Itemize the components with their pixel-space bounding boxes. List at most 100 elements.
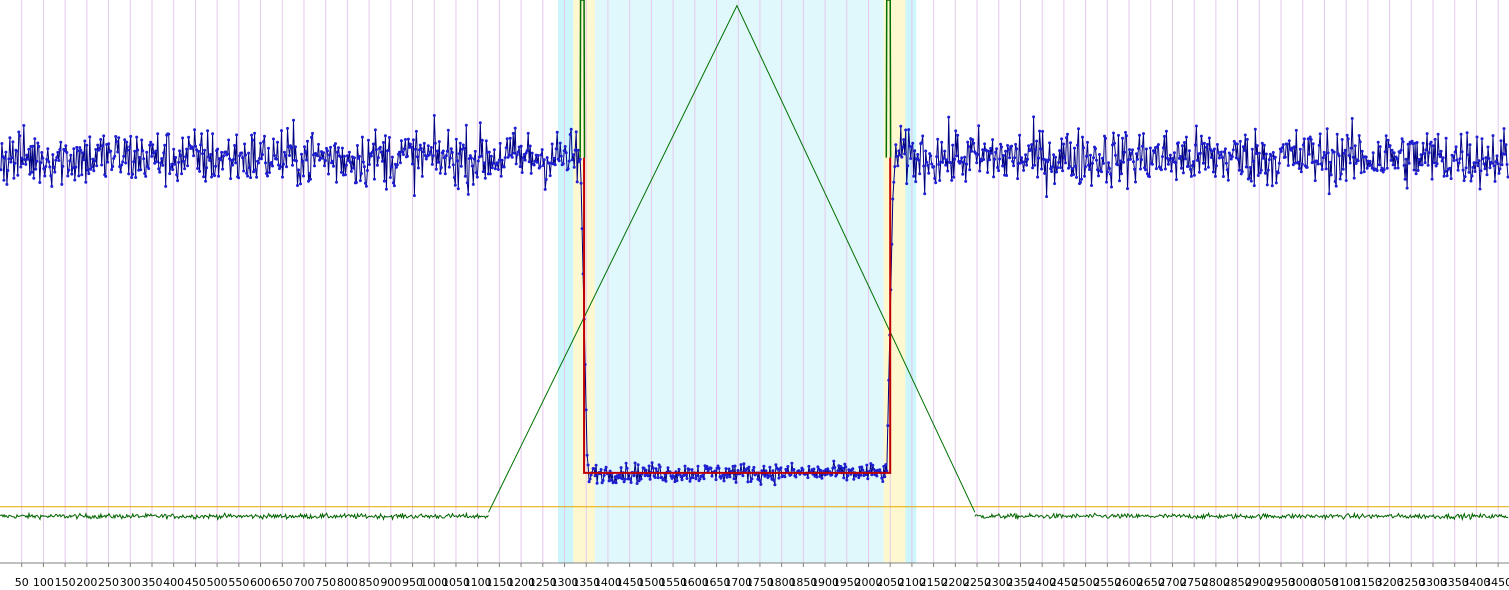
signal-point	[46, 147, 50, 151]
signal-point	[431, 154, 435, 158]
signal-point	[1036, 175, 1040, 179]
signal-point	[82, 158, 86, 162]
signal-point	[991, 138, 995, 142]
signal-point	[1438, 155, 1442, 159]
signal-point	[1020, 156, 1024, 160]
signal-point	[653, 476, 657, 479]
signal-point	[67, 168, 71, 172]
signal-point	[951, 143, 955, 147]
signal-point	[916, 153, 920, 156]
signal-point	[380, 159, 384, 163]
signal-point	[249, 176, 253, 180]
signal-point	[930, 162, 934, 166]
signal-point	[1496, 162, 1500, 166]
signal-point	[1018, 133, 1022, 137]
signal-point	[1040, 167, 1044, 171]
signal-point	[717, 466, 721, 470]
signal-point	[577, 160, 581, 164]
signal-point	[1029, 148, 1033, 152]
signal-point	[206, 129, 210, 133]
signal-point	[270, 161, 273, 164]
signal-point	[291, 163, 294, 167]
signal-point	[1220, 156, 1224, 159]
signal-point	[342, 154, 346, 158]
signal-point	[47, 160, 51, 164]
signal-point	[1243, 133, 1247, 137]
signal-point	[352, 156, 356, 160]
signal-point	[408, 142, 412, 146]
signal-point	[1015, 147, 1019, 151]
signal-point	[264, 161, 267, 165]
tick-label-1750: 1750	[746, 576, 774, 589]
signal-point	[918, 172, 922, 176]
signal-point	[279, 165, 282, 169]
signal-point	[1096, 168, 1099, 172]
signal-point	[162, 151, 166, 155]
signal-point	[1092, 156, 1095, 160]
signal-point	[186, 164, 190, 168]
signal-point	[1087, 163, 1090, 167]
signal-point	[1188, 167, 1192, 171]
signal-point	[926, 163, 930, 167]
signal-point	[1257, 151, 1261, 155]
signal-point	[155, 160, 159, 164]
signal-point	[455, 159, 459, 163]
signal-point	[600, 481, 604, 485]
signal-point	[857, 476, 861, 480]
signal-point	[760, 469, 764, 473]
signal-point	[522, 153, 526, 156]
signal-point	[923, 192, 927, 196]
signal-point	[91, 157, 95, 161]
signal-point	[200, 132, 204, 136]
signal-point	[690, 468, 694, 472]
signal-point	[1488, 166, 1492, 170]
tick-label-2300: 2300	[985, 576, 1013, 589]
signal-point	[1344, 179, 1348, 182]
signal-point	[497, 158, 501, 162]
signal-point	[1248, 166, 1252, 169]
signal-point	[1013, 156, 1017, 160]
signal-point	[585, 453, 589, 457]
signal-point	[226, 152, 230, 156]
signal-point	[203, 148, 207, 152]
signal-point	[1492, 164, 1496, 168]
signal-point	[87, 172, 91, 176]
signal-point	[1364, 155, 1368, 159]
signal-point	[313, 164, 316, 168]
signal-point	[1163, 167, 1167, 171]
signal-point	[114, 135, 118, 138]
signal-point	[935, 155, 939, 159]
signal-point	[143, 172, 147, 175]
signal-point	[1217, 156, 1221, 160]
signal-point	[525, 149, 529, 153]
signal-point	[1385, 166, 1389, 170]
signal-point	[928, 152, 932, 156]
signal-point	[0, 168, 3, 172]
signal-point	[410, 162, 414, 166]
spike-series	[579, 0, 892, 158]
signal-point	[1179, 166, 1183, 170]
signal-point	[196, 167, 200, 170]
signal-point	[1325, 127, 1329, 131]
signal-point	[1083, 174, 1086, 178]
signal-point	[922, 164, 926, 168]
signal-point	[348, 161, 352, 164]
signal-point	[1123, 150, 1126, 154]
signal-point	[399, 139, 403, 143]
signal-point	[1068, 165, 1071, 168]
signal-point	[1313, 179, 1317, 183]
signal-point	[1073, 146, 1076, 150]
signal-point	[1299, 170, 1303, 174]
signal-point	[187, 135, 191, 139]
signal-point	[343, 173, 347, 177]
signal-point	[752, 465, 756, 469]
signal-point	[988, 158, 992, 162]
signal-point	[1077, 127, 1080, 131]
signal-point	[1209, 156, 1213, 159]
signal-point	[476, 159, 480, 163]
signal-point	[1154, 167, 1158, 171]
signal-point	[369, 154, 373, 158]
signal-point	[1327, 192, 1331, 196]
signal-point	[725, 475, 729, 479]
signal-point	[670, 476, 674, 480]
